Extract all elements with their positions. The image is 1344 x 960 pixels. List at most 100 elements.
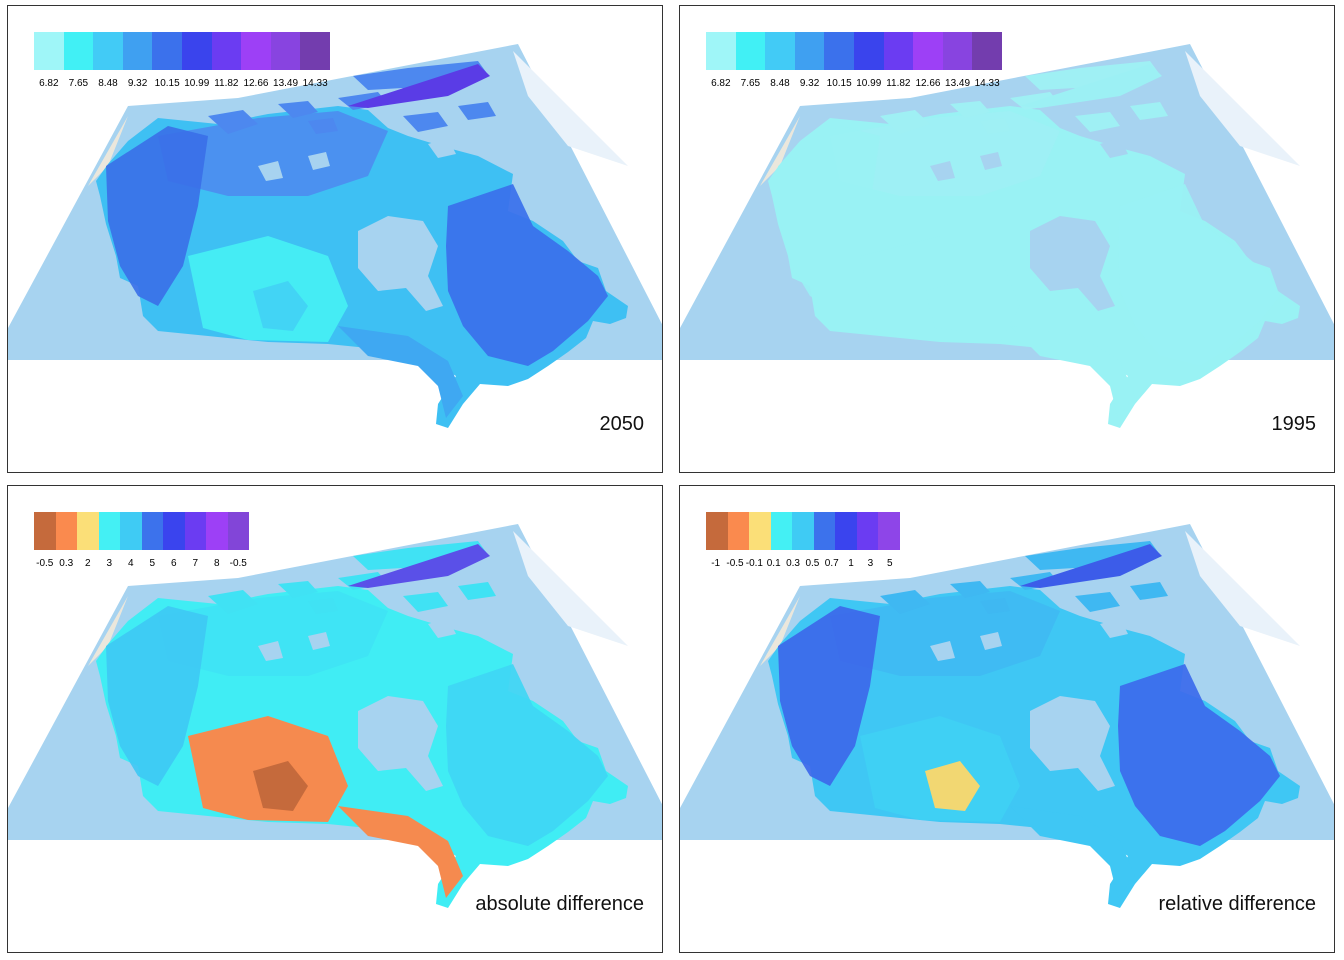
legend-swatch — [770, 512, 792, 550]
legend-swatch — [120, 512, 142, 550]
legend-label: -0.5 — [726, 558, 744, 569]
region-west — [106, 606, 208, 786]
legend-label: -1 — [711, 558, 721, 569]
map-panel-relative-difference: -1 -0.5 -0.1 0.1 0.3 0.5 0.7 1 3 5 relative differ… — [679, 485, 1335, 953]
lake — [980, 152, 1002, 170]
region-south — [1010, 326, 1135, 418]
arctic-island — [950, 581, 990, 598]
region-hotspot — [253, 761, 308, 811]
region-north — [158, 591, 388, 676]
legend-label: 13.49 — [273, 78, 299, 89]
region-north — [158, 111, 388, 196]
region-east — [1118, 184, 1280, 366]
lake — [428, 138, 456, 158]
legend-swatch — [835, 512, 857, 550]
map-canvas — [680, 524, 1334, 908]
greenland — [1185, 531, 1300, 646]
lake — [930, 641, 955, 661]
arctic-island — [208, 110, 258, 134]
canada-choropleth — [768, 61, 1300, 428]
arctic-island — [208, 590, 258, 614]
legend-label: 3 — [867, 558, 874, 569]
hudson-bay — [1030, 216, 1115, 311]
legend-label: 7.65 — [68, 78, 89, 89]
region-east — [1118, 664, 1280, 846]
legend-label: 12.66 — [243, 78, 269, 89]
lake — [258, 641, 283, 661]
region-north — [830, 111, 1060, 196]
legend-swatch — [241, 32, 271, 70]
hudson-bay — [358, 696, 443, 791]
region-south — [338, 326, 463, 418]
legend-label: 12.66 — [915, 78, 941, 89]
legend-colorbar — [34, 32, 330, 70]
legend: -1 -0.5 -0.1 0.1 0.3 0.5 0.7 1 3 5 — [706, 512, 900, 569]
map-panel-absolute-difference: -0.5 0.3 2 3 4 5 6 7 8 -0.5 absolute difference — [7, 485, 663, 953]
legend-swatch — [913, 32, 943, 70]
legend-label: 6.82 — [711, 78, 731, 89]
legend-swatch — [824, 32, 854, 70]
greenland — [1185, 51, 1300, 166]
lake — [930, 161, 955, 181]
legend-label: 0.7 — [824, 558, 839, 569]
arctic-island — [403, 112, 448, 132]
legend-label: 13.49 — [945, 78, 971, 89]
region-west — [778, 606, 880, 786]
greenland — [513, 51, 628, 166]
arctic-island — [308, 598, 338, 614]
lake — [308, 152, 330, 170]
region-far-north — [1020, 64, 1162, 108]
legend-label: 8.48 — [770, 78, 790, 89]
panel-caption: 2050 — [599, 413, 645, 435]
region-west — [778, 126, 880, 306]
legend-label: 10.99 — [184, 78, 210, 89]
legend-label: 10.99 — [856, 78, 882, 89]
legend-colorbar — [34, 512, 249, 550]
legend-label: 11.82 — [886, 78, 911, 89]
legend-swatch — [152, 32, 182, 70]
map-canvas — [8, 524, 662, 908]
legend-swatch — [211, 32, 242, 70]
arctic-island — [278, 101, 318, 118]
legend-label: 3 — [106, 558, 113, 569]
canada-choropleth — [768, 541, 1300, 908]
legend-label: -0.5 — [229, 558, 247, 569]
legend-label: 10.15 — [826, 78, 852, 89]
legend-swatch — [184, 512, 206, 550]
legend-label: 9.32 — [127, 78, 148, 89]
hudson-bay — [358, 216, 443, 311]
legend: -0.5 0.3 2 3 4 5 6 7 8 -0.5 — [34, 512, 249, 569]
legend-label: 5 — [886, 558, 893, 569]
legend-swatch — [181, 32, 212, 70]
legend-swatch — [792, 512, 814, 550]
lake — [428, 618, 456, 638]
legend-label: 10.15 — [154, 78, 180, 89]
lake — [980, 632, 1002, 650]
region-hotspot — [925, 761, 980, 811]
map-panel-2050: 6.82 7.65 8.48 9.32 10.15 10.99 11.82 12.66 13.4… — [7, 5, 663, 473]
region-east — [446, 184, 608, 366]
legend-label: -0.1 — [745, 558, 763, 569]
arctic-island — [353, 541, 486, 570]
legend-swatch — [122, 32, 153, 70]
arctic-island — [950, 101, 990, 118]
region-north — [830, 591, 1060, 676]
panel-caption: 1995 — [1271, 413, 1317, 435]
legend-swatch — [794, 32, 825, 70]
lake — [1100, 138, 1128, 158]
panel-caption: relative difference — [1158, 893, 1317, 915]
legend-label: 14.33 — [302, 78, 328, 89]
legend-swatch — [942, 32, 973, 70]
legend-label: 6 — [170, 558, 177, 569]
legend-label: 0.3 — [786, 558, 800, 569]
legend-label: 9.32 — [799, 78, 820, 89]
legend-swatch — [63, 32, 94, 70]
legend-labels: -0.5 0.3 2 3 4 5 6 7 8 -0.5 — [34, 558, 249, 569]
legend-colorbar — [706, 32, 1002, 70]
legend-label: 7.65 — [740, 78, 761, 89]
map-panel-1995: 6.82 7.65 8.48 9.32 10.15 10.99 11.82 12.66 13.4… — [679, 5, 1335, 473]
coast-land — [760, 596, 800, 666]
legend-label: 6.82 — [39, 78, 59, 89]
legend-labels: 6.82 7.65 8.48 9.32 10.15 10.99 11.82 12.66 13.4… — [706, 78, 1002, 89]
region-south — [338, 806, 463, 898]
